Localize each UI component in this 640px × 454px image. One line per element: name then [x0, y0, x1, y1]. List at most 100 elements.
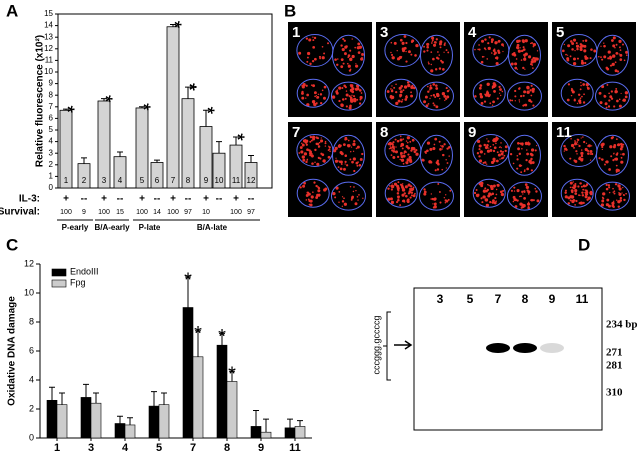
focus: [320, 139, 324, 143]
focus: [390, 88, 392, 90]
focus: [435, 84, 438, 87]
focus: [361, 152, 364, 156]
nucleus-outline: [419, 34, 453, 76]
focus: [349, 49, 352, 52]
focus: [432, 43, 437, 47]
nucleus-outline: [506, 181, 542, 211]
micrograph-label: 9: [468, 124, 476, 141]
focus: [427, 85, 429, 88]
focus: [510, 189, 513, 192]
focus: [589, 159, 592, 161]
focus: [610, 56, 613, 59]
focus: [313, 102, 317, 107]
focus: [397, 198, 400, 202]
focus: [308, 149, 311, 152]
focus: [495, 137, 499, 141]
focus: [511, 53, 515, 56]
focus: [445, 167, 447, 169]
focus: [522, 48, 526, 51]
focus: [530, 148, 535, 152]
focus: [601, 142, 605, 146]
focus: [580, 151, 584, 155]
focus: [574, 189, 578, 193]
focus: [526, 152, 529, 156]
focus: [488, 192, 492, 196]
focus: [521, 207, 523, 209]
x-tick-label: 11: [289, 442, 301, 454]
focus: [611, 62, 615, 66]
significance: *: [228, 364, 236, 386]
focus: [622, 143, 625, 146]
focus: [396, 139, 400, 143]
focus: [516, 158, 519, 161]
x-tick-label: 3: [88, 442, 94, 454]
focus: [353, 140, 356, 143]
focus: [334, 146, 338, 151]
focus: [570, 137, 572, 140]
micrograph: 4: [464, 22, 548, 117]
focus: [343, 202, 347, 206]
focus: [412, 186, 415, 189]
focus: [502, 50, 504, 53]
focus: [536, 50, 539, 52]
focus: [399, 135, 402, 138]
focus: [623, 198, 626, 202]
focus: [298, 51, 302, 55]
focus: [400, 158, 405, 162]
focus: [485, 49, 487, 51]
focus: [346, 164, 349, 167]
focus: [349, 185, 352, 188]
focus: [624, 91, 629, 95]
focus: [479, 84, 483, 87]
focus: [311, 162, 314, 165]
focus: [513, 190, 516, 192]
focus: [391, 200, 394, 204]
focus: [344, 163, 346, 165]
focus: [480, 101, 484, 105]
focus: [564, 195, 568, 199]
focus: [387, 142, 391, 146]
focus: [480, 181, 484, 185]
focus: [391, 149, 394, 152]
y-tick-label: 1: [49, 172, 54, 181]
focus: [523, 90, 527, 94]
focus: [610, 90, 613, 93]
focus: [437, 57, 440, 60]
focus: [406, 141, 409, 144]
focus: [443, 51, 445, 53]
focus: [405, 60, 408, 63]
focus: [574, 142, 578, 146]
focus: [516, 167, 519, 170]
bar: [158, 404, 170, 439]
focus: [406, 200, 410, 204]
focus: [448, 146, 451, 149]
bar-number: 10: [215, 176, 224, 185]
focus: [494, 41, 498, 45]
focus: [439, 46, 442, 49]
nucleus-outline: [594, 181, 630, 211]
il3-mark: +: [139, 194, 145, 205]
focus: [344, 97, 347, 100]
focus: [488, 147, 490, 149]
focus: [446, 162, 449, 164]
focus: [306, 148, 309, 152]
focus: [423, 100, 427, 104]
focus: [414, 54, 417, 57]
error-bar: [233, 136, 239, 146]
focus: [495, 193, 498, 196]
focus: [349, 57, 353, 62]
micrograph: 7: [288, 122, 372, 217]
focus: [336, 63, 339, 67]
focus: [579, 201, 583, 205]
focus: [582, 188, 585, 191]
focus: [572, 186, 576, 190]
focus: [580, 84, 582, 87]
y-tick-label: 0: [49, 183, 54, 192]
focus: [572, 198, 576, 202]
focus: [410, 194, 413, 197]
focus: [571, 42, 575, 46]
focus: [567, 44, 571, 48]
focus: [410, 149, 413, 152]
focus: [319, 157, 322, 160]
